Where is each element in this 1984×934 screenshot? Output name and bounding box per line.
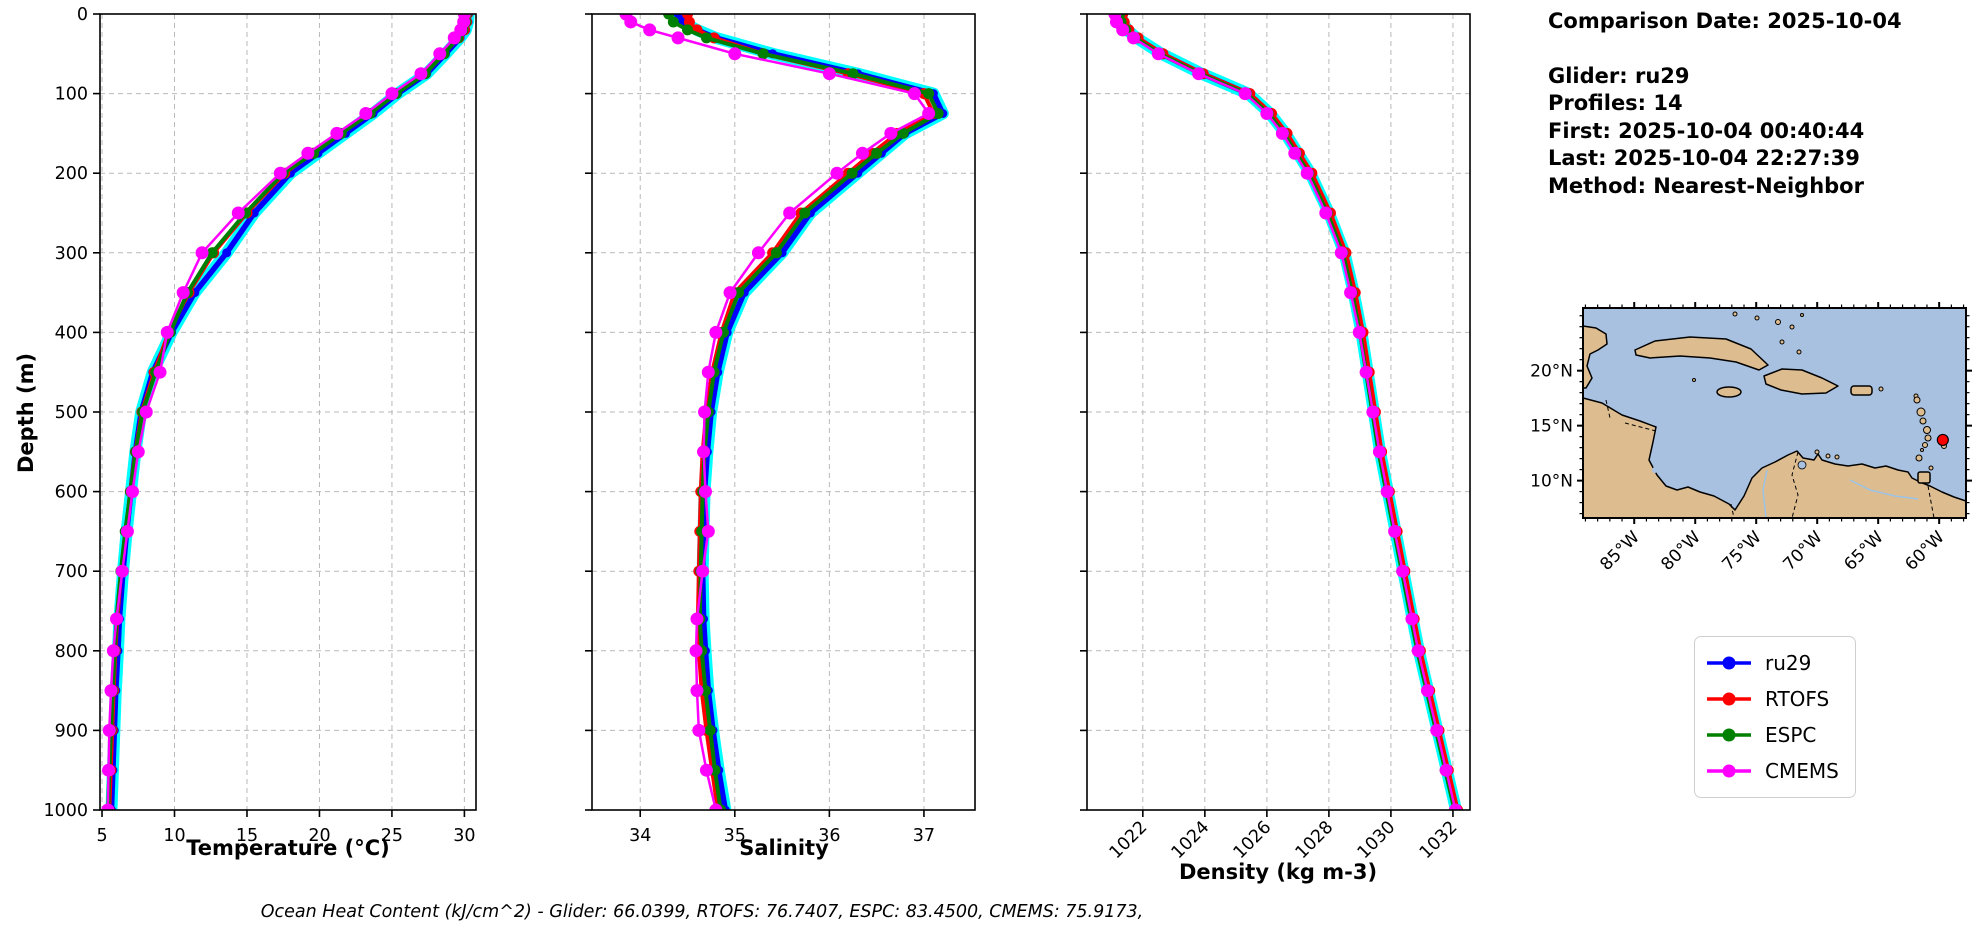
legend-swatch-ESPC (1707, 728, 1751, 742)
legend-label: ru29 (1765, 651, 1812, 675)
legend-swatch-ru29 (1707, 656, 1751, 670)
glider-name-text: Glider: ru29 (1548, 63, 1690, 88)
svg-text:100: 100 (55, 85, 88, 105)
svg-text:400: 400 (55, 323, 88, 343)
last-profile-time-text: Last: 2025-10-04 22:27:39 (1548, 146, 1860, 170)
map-land-cuba (1634, 336, 1769, 371)
map-lat-tick-label: 10°N (1530, 472, 1573, 492)
legend-entry-RTOFS: RTOFS (1705, 681, 1839, 717)
svg-text:34: 34 (629, 826, 651, 846)
svg-text:30: 30 (453, 826, 475, 846)
svg-text:15: 15 (236, 826, 258, 846)
legend-entry-ESPC: ESPC (1705, 717, 1839, 753)
map-lon-tick-label: 80°W (1657, 527, 1704, 574)
svg-text:1030: 1030 (1354, 817, 1400, 863)
map-lon-tick-label: 60°W (1901, 527, 1948, 574)
temperature-series (101, 14, 475, 810)
lake-nicaragua (1652, 467, 1658, 473)
svg-text:1022: 1022 (1106, 817, 1152, 863)
method-text: Method: Nearest-Neighbor (1548, 173, 1864, 198)
svg-text:700: 700 (55, 562, 88, 582)
map-land-small-islands (1692, 311, 1840, 460)
map-lat-tick-label: 20°N (1530, 362, 1573, 382)
svg-text:20: 20 (308, 826, 330, 846)
comparison-info-block: Comparison Date: 2025-10-04 Glider: ru29… (1548, 8, 1902, 200)
svg-text:800: 800 (55, 642, 88, 662)
first-profile-time-text: First: 2025-10-04 00:40:44 (1548, 118, 1865, 143)
svg-text:1026: 1026 (1230, 817, 1276, 863)
comparison-date-text: Comparison Date: 2025-10-04 (1548, 9, 1902, 33)
series-line-ESPC (106, 14, 469, 810)
svg-text:25: 25 (381, 826, 403, 846)
svg-text:37: 37 (913, 826, 935, 846)
ocean-heat-content-caption: Ocean Heat Content (kJ/cm^2) - Glider: 6… (260, 902, 1144, 922)
glider-position-marker (1936, 433, 1949, 447)
temperature-axis-label: Temperature (°C) (186, 836, 390, 860)
map-country-borders (1605, 399, 1935, 518)
temperature-panel: 5 10 15 20 25 3001002003004005006007008009001… (43, 5, 477, 846)
svg-text:1024: 1024 (1168, 817, 1214, 863)
svg-text:5: 5 (96, 826, 107, 846)
map-land-hispaniola (1763, 368, 1839, 395)
legend-label: CMEMS (1765, 759, 1839, 783)
map-lon-tick-label: 75°W (1718, 527, 1765, 574)
info-spacer (1548, 36, 1902, 63)
svg-text:300: 300 (55, 244, 88, 264)
map-lat-tick-label: 15°N (1530, 417, 1573, 437)
svg-text:1032: 1032 (1416, 817, 1462, 863)
map-overlays (1605, 399, 1935, 518)
map-lon-tick-label: 85°W (1596, 527, 1643, 574)
legend-swatch-CMEMS (1707, 764, 1751, 778)
map-lon-tick-label: 65°W (1840, 527, 1887, 574)
map-frame (1582, 307, 1967, 519)
density-panel: 1022 1024 1026 1028 1030 1032 (1080, 13, 1471, 863)
salinity-axis-label: Salinity (739, 836, 829, 860)
map-land-lesser-antilles (1878, 386, 1947, 471)
map-land-yucatan (1583, 325, 1608, 389)
series-line-RTOFS (107, 14, 470, 810)
salinity-panel: 34 35 36 37 (585, 13, 976, 846)
profiles-count-text: Profiles: 14 (1548, 91, 1683, 115)
legend-entry-ru29: ru29 (1705, 645, 1839, 681)
map-lon-tick-label: 70°W (1779, 527, 1826, 574)
svg-text:1000: 1000 (43, 801, 88, 821)
svg-text:10: 10 (163, 826, 185, 846)
legend-swatch-RTOFS (1707, 692, 1751, 706)
legend-label: ESPC (1765, 723, 1817, 747)
svg-text:500: 500 (55, 403, 88, 423)
density-series (1108, 14, 1464, 810)
lake-maracaibo (1797, 460, 1807, 470)
svg-text:0: 0 (77, 5, 88, 25)
legend-label: RTOFS (1765, 687, 1830, 711)
svg-text:200: 200 (55, 164, 88, 184)
legend-entry-CMEMS: CMEMS (1705, 753, 1839, 789)
depth-axis-label: Depth (m) (14, 352, 38, 473)
salinity-series (619, 14, 949, 810)
svg-text:600: 600 (55, 483, 88, 503)
svg-text:36: 36 (818, 826, 840, 846)
map-rivers (1762, 469, 1919, 518)
location-map: 85°W 80°W 75°W 70°W 65°W 60°W 20°N 15°N 10°N (1530, 302, 1972, 575)
legend: ru29 RTOFS ESPC CMEMS (1694, 636, 1856, 798)
density-axis-label: Density (kg m-3) (1178, 860, 1378, 884)
map-land-trinidad (1917, 471, 1931, 484)
svg-text:1028: 1028 (1292, 817, 1338, 863)
map-land-jamaica (1716, 386, 1742, 398)
svg-text:900: 900 (55, 721, 88, 741)
svg-text:35: 35 (724, 826, 746, 846)
map-land (1583, 311, 1966, 518)
map-land-puerto-rico (1850, 385, 1873, 396)
